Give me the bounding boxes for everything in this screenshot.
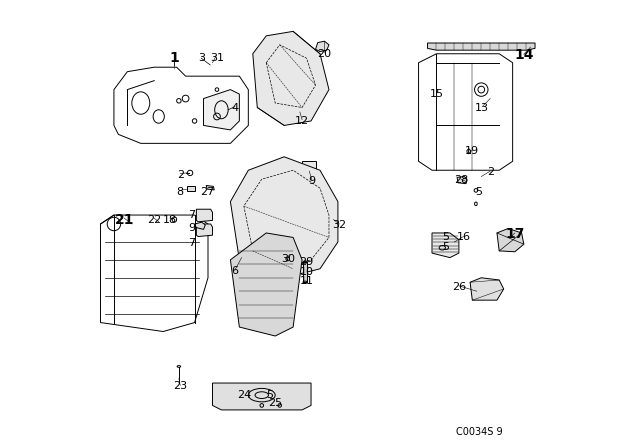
Polygon shape bbox=[114, 67, 248, 143]
Text: 29: 29 bbox=[300, 257, 314, 267]
Text: 6: 6 bbox=[232, 266, 238, 276]
Polygon shape bbox=[457, 177, 467, 184]
Polygon shape bbox=[470, 278, 504, 300]
Polygon shape bbox=[303, 262, 307, 282]
Text: 2: 2 bbox=[177, 170, 184, 180]
Text: 4: 4 bbox=[231, 103, 239, 112]
Text: 32: 32 bbox=[332, 220, 346, 230]
Text: 5: 5 bbox=[442, 242, 449, 252]
Text: 5: 5 bbox=[266, 390, 273, 400]
Text: 11: 11 bbox=[300, 276, 314, 286]
Text: 24: 24 bbox=[237, 390, 251, 400]
Text: 23: 23 bbox=[173, 381, 188, 391]
Text: 27: 27 bbox=[200, 187, 214, 197]
Polygon shape bbox=[432, 233, 459, 258]
Text: 28: 28 bbox=[454, 175, 468, 185]
Text: 9: 9 bbox=[188, 224, 195, 233]
Polygon shape bbox=[206, 185, 214, 190]
Text: 25: 25 bbox=[268, 398, 282, 408]
Text: 21: 21 bbox=[115, 212, 134, 227]
Polygon shape bbox=[230, 157, 338, 278]
Text: 1: 1 bbox=[170, 51, 179, 65]
Text: C0034S 9: C0034S 9 bbox=[456, 427, 502, 437]
Text: 15: 15 bbox=[429, 89, 444, 99]
Polygon shape bbox=[419, 54, 513, 170]
Text: 7: 7 bbox=[188, 210, 195, 220]
Polygon shape bbox=[100, 215, 208, 332]
Text: 8: 8 bbox=[177, 187, 184, 197]
Text: 30: 30 bbox=[281, 254, 295, 264]
Text: 17: 17 bbox=[505, 227, 525, 241]
Text: 20: 20 bbox=[317, 49, 332, 59]
Polygon shape bbox=[428, 43, 535, 50]
Text: 18: 18 bbox=[163, 215, 177, 224]
Text: 3: 3 bbox=[198, 53, 205, 63]
Polygon shape bbox=[196, 224, 212, 237]
Text: 10: 10 bbox=[300, 267, 314, 277]
Polygon shape bbox=[316, 41, 329, 52]
Polygon shape bbox=[195, 222, 205, 229]
Text: 12: 12 bbox=[295, 116, 309, 126]
Text: 7: 7 bbox=[188, 238, 195, 248]
Text: 19: 19 bbox=[465, 146, 479, 156]
Polygon shape bbox=[302, 161, 316, 177]
Text: 16: 16 bbox=[456, 233, 470, 242]
Text: 14: 14 bbox=[514, 47, 534, 62]
Text: 2: 2 bbox=[486, 168, 494, 177]
Polygon shape bbox=[204, 90, 239, 130]
Polygon shape bbox=[196, 209, 212, 222]
Polygon shape bbox=[230, 233, 302, 336]
Text: 26: 26 bbox=[452, 282, 466, 292]
Polygon shape bbox=[497, 228, 524, 252]
Text: 31: 31 bbox=[210, 53, 224, 63]
Polygon shape bbox=[188, 186, 195, 191]
Text: 5: 5 bbox=[442, 233, 449, 242]
Text: 9: 9 bbox=[308, 177, 316, 186]
Polygon shape bbox=[253, 31, 329, 125]
Text: 5: 5 bbox=[476, 187, 483, 197]
Text: 22: 22 bbox=[147, 215, 161, 224]
Polygon shape bbox=[212, 383, 311, 410]
Text: 13: 13 bbox=[475, 103, 489, 112]
